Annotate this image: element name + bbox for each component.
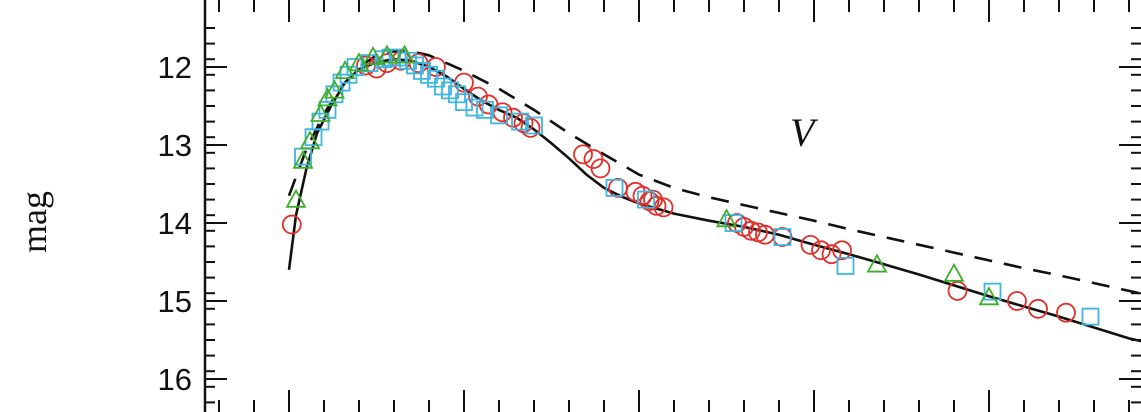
y-tick-label: 12 <box>158 50 192 85</box>
circle-point <box>1007 291 1027 311</box>
circle-point <box>832 240 852 261</box>
square-point <box>420 65 438 84</box>
y-tick-label: 15 <box>158 284 192 319</box>
triangle-point <box>285 188 307 208</box>
square-point <box>441 81 459 100</box>
triangle-point <box>299 130 321 150</box>
y-tick-label: 14 <box>158 206 192 241</box>
y-tick-label: 13 <box>158 128 192 163</box>
triangle-point <box>348 52 370 72</box>
square-point <box>983 282 1002 301</box>
square-point <box>1081 307 1100 326</box>
circle-point <box>646 195 667 216</box>
triangle-point <box>978 286 1000 306</box>
y-axis-label: mag <box>14 191 54 253</box>
square-point <box>455 93 473 111</box>
band-annotation: V <box>790 110 819 155</box>
square-point <box>476 101 494 119</box>
square-point <box>406 56 424 75</box>
circle-point <box>468 86 488 107</box>
square-point <box>525 116 543 135</box>
triangle-point <box>292 149 314 169</box>
circle-point <box>947 280 968 301</box>
triangle-point <box>943 262 965 282</box>
square-point <box>465 98 484 117</box>
triangle-point <box>393 44 416 64</box>
triangle-point <box>323 79 346 99</box>
square-point <box>836 256 855 275</box>
axes: 12 13 14 15 16 <box>158 0 1141 412</box>
circle-point <box>821 244 842 265</box>
dashed-model-curve <box>287 50 1141 295</box>
square-point <box>773 228 792 246</box>
circle-point <box>632 185 653 206</box>
triangle-point <box>866 253 888 273</box>
triangle-point <box>309 102 332 122</box>
square-point <box>388 48 407 67</box>
circle-point <box>772 227 793 247</box>
triangle-point <box>362 46 384 65</box>
circle-point <box>520 117 541 138</box>
circle-point <box>503 107 523 128</box>
square-point <box>490 106 508 125</box>
square-point <box>511 112 529 131</box>
circle-point <box>573 144 593 165</box>
y-tick-label: 16 <box>158 362 192 397</box>
circle-point <box>811 240 831 261</box>
circle-point <box>281 214 302 235</box>
data-points <box>281 44 1100 326</box>
square-point <box>724 214 743 232</box>
triangle-point <box>376 44 398 64</box>
square-point <box>637 190 655 209</box>
triangle-point <box>715 208 738 228</box>
circle-point <box>590 158 611 179</box>
circle-point <box>800 234 821 255</box>
circle-point <box>1028 298 1048 319</box>
square-point <box>605 178 624 197</box>
circle-point <box>1056 302 1076 323</box>
